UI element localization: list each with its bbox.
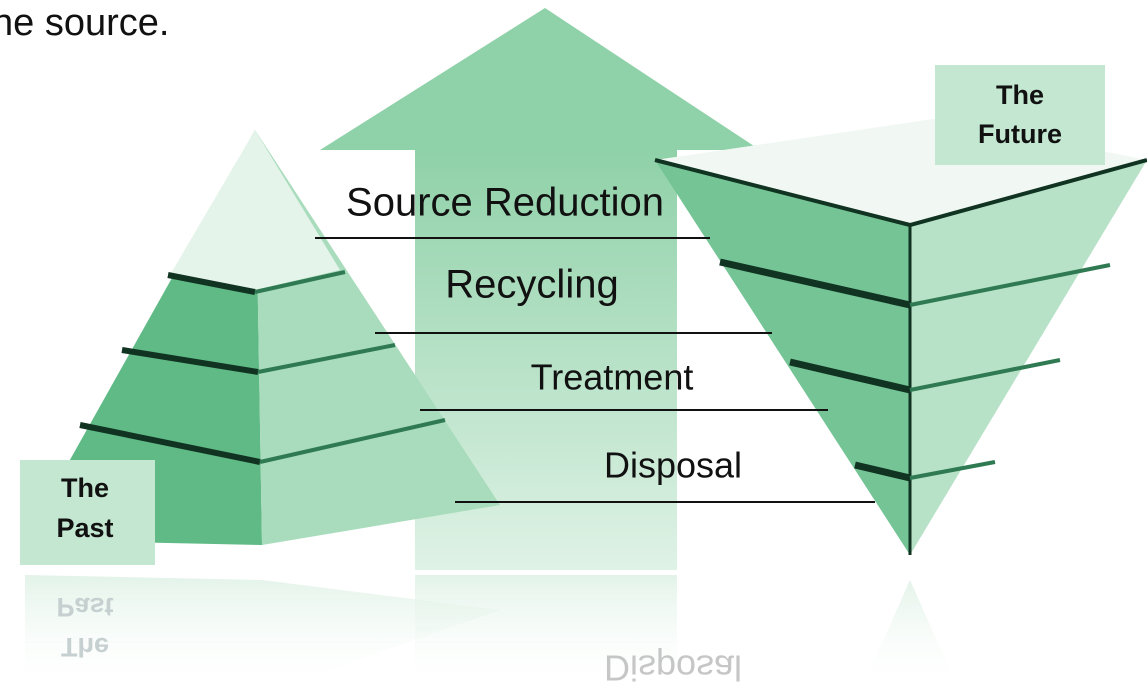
past-label: Past [56,513,113,543]
reflection: Past The Disposal [25,575,960,693]
level-label: Disposal [604,445,742,486]
future-label: The [996,80,1044,110]
level-label: Recycling [445,263,618,307]
past-pyramid [25,130,500,545]
past-box [20,460,155,565]
past-label-reflection: Past [56,592,113,622]
level-label: Treatment [531,357,694,398]
past-label: The [61,473,109,503]
caption: he source. [0,2,169,44]
level-label: Source Reduction [346,181,664,225]
future-box [935,65,1105,165]
future-pyramid [654,118,1147,555]
past-label-reflection: The [61,632,109,662]
future-label: Future [978,119,1062,149]
level-label-reflection: Disposal [604,647,742,688]
